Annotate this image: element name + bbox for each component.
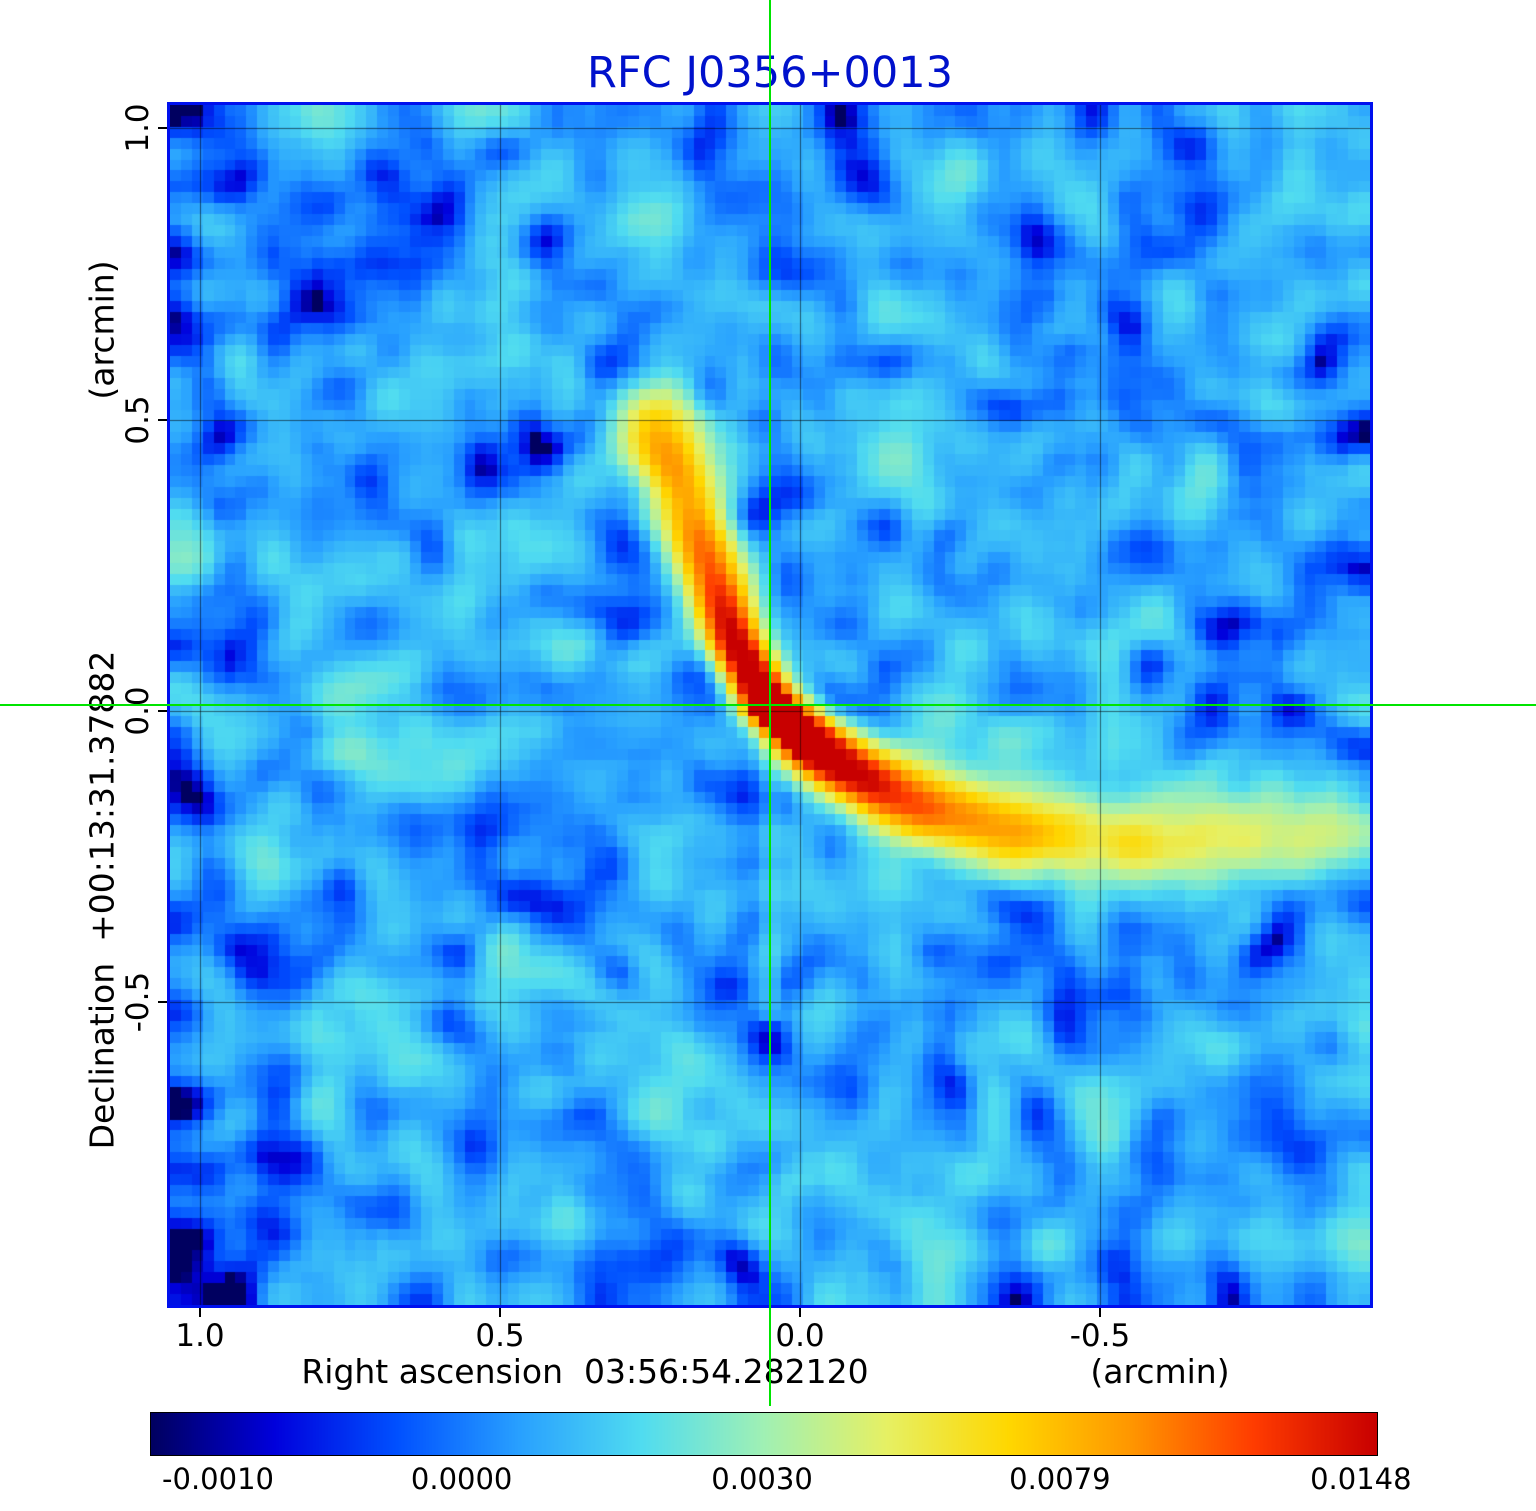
colorbar-tick-label: -0.0010 — [162, 1462, 274, 1496]
x-axis-unit-label: (arcmin) — [1090, 1352, 1230, 1391]
x-axis-label: Right ascension 03:56:54.282120 — [301, 1352, 869, 1391]
y-tick-mark — [158, 1001, 167, 1004]
y-tick-label: 0.5 — [120, 394, 156, 445]
colorbar-tick-label: 0.0079 — [1009, 1462, 1111, 1496]
colorbar-tick-label: 0.0148 — [1310, 1462, 1412, 1496]
x-tick-label: -0.5 — [1069, 1318, 1131, 1354]
y-tick-label: -0.5 — [120, 971, 156, 1033]
colorbar — [150, 1412, 1378, 1456]
x-tick-mark — [1099, 1308, 1101, 1317]
figure-title: RFC J0356+0013 — [587, 48, 953, 98]
crosshair-vertical-line — [769, 0, 771, 1406]
x-tick-label: 0.5 — [475, 1318, 525, 1354]
x-tick-label: 1.0 — [175, 1318, 225, 1354]
x-tick-mark — [499, 1308, 501, 1317]
crosshair-horizontal-line — [0, 704, 1536, 706]
y-tick-label: 0.0 — [120, 686, 156, 736]
y-axis-unit-label: (arcmin) — [82, 260, 122, 400]
y-tick-label: 1.0 — [120, 103, 156, 153]
x-tick-label: 0.0 — [775, 1318, 825, 1354]
colorbar-tick-label: 0.0000 — [410, 1462, 513, 1496]
y-tick-mark — [158, 418, 167, 421]
x-tick-mark — [799, 1308, 801, 1317]
y-axis-label: Declination +00:13:31.37882 — [82, 650, 122, 1150]
x-tick-mark — [199, 1308, 201, 1317]
y-tick-mark — [158, 127, 167, 130]
colorbar-tick-label: 0.0030 — [711, 1462, 813, 1496]
y-tick-mark — [158, 709, 167, 712]
